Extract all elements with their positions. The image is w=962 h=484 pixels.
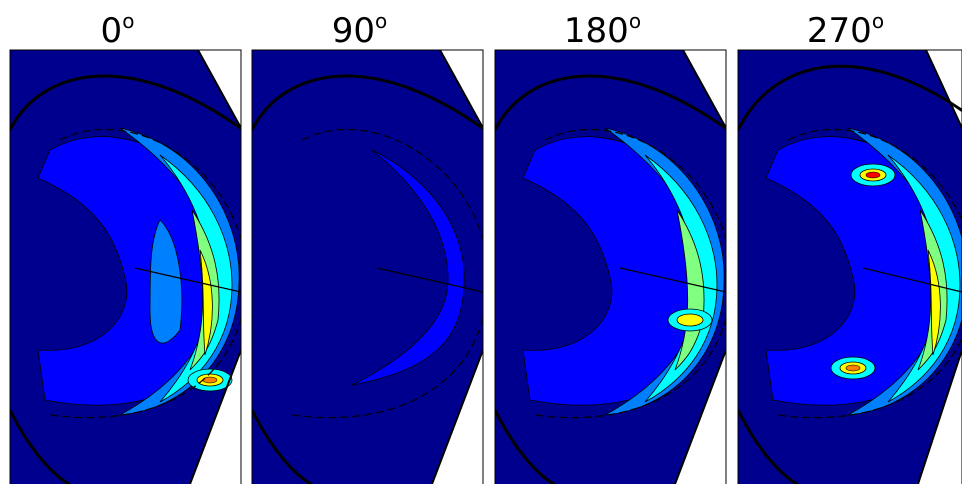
background bbox=[252, 50, 483, 484]
panel bbox=[252, 50, 483, 484]
angle: 270 bbox=[807, 11, 872, 51]
panel-title: 270o bbox=[807, 9, 884, 51]
angle: 180 bbox=[564, 11, 629, 51]
contour bbox=[149, 219, 183, 344]
panel bbox=[495, 50, 726, 484]
panel-title: 90o bbox=[332, 9, 388, 51]
boundary bbox=[10, 74, 241, 131]
frame bbox=[251, 49, 484, 484]
boundary bbox=[252, 74, 483, 131]
degree: o bbox=[629, 9, 641, 33]
hot-spot bbox=[845, 364, 861, 372]
degree: o bbox=[122, 9, 134, 33]
frame bbox=[737, 49, 962, 484]
meridian bbox=[376, 267, 483, 293]
hot-spot bbox=[676, 313, 704, 327]
dashed-contour bbox=[291, 129, 483, 419]
panel bbox=[738, 50, 962, 484]
panel-title: 180o bbox=[564, 9, 641, 51]
angle: 90 bbox=[332, 11, 375, 51]
angle: 0 bbox=[101, 11, 123, 51]
panel bbox=[10, 50, 241, 484]
boundary bbox=[10, 409, 72, 484]
contour bbox=[199, 249, 213, 356]
meridian bbox=[862, 267, 962, 293]
boundary bbox=[738, 64, 962, 131]
degree: o bbox=[872, 9, 884, 33]
dashed-contour bbox=[49, 129, 241, 419]
meridian bbox=[134, 267, 241, 293]
boundary bbox=[431, 50, 483, 484]
dashed-contour bbox=[534, 129, 726, 419]
boundary bbox=[738, 409, 800, 484]
boundary bbox=[495, 74, 726, 131]
boundary bbox=[917, 50, 962, 484]
boundary bbox=[674, 50, 726, 484]
meridian bbox=[619, 267, 726, 293]
boundary bbox=[252, 409, 314, 484]
boundary bbox=[189, 50, 241, 484]
panel-title: 0o bbox=[101, 9, 135, 51]
hot-spot bbox=[865, 171, 881, 179]
contour bbox=[351, 149, 465, 386]
boundary bbox=[495, 409, 557, 484]
frame bbox=[494, 49, 727, 484]
dashed-contour bbox=[777, 129, 962, 419]
frame bbox=[9, 49, 242, 484]
degree: o bbox=[375, 9, 387, 33]
hot-spot bbox=[202, 376, 218, 384]
